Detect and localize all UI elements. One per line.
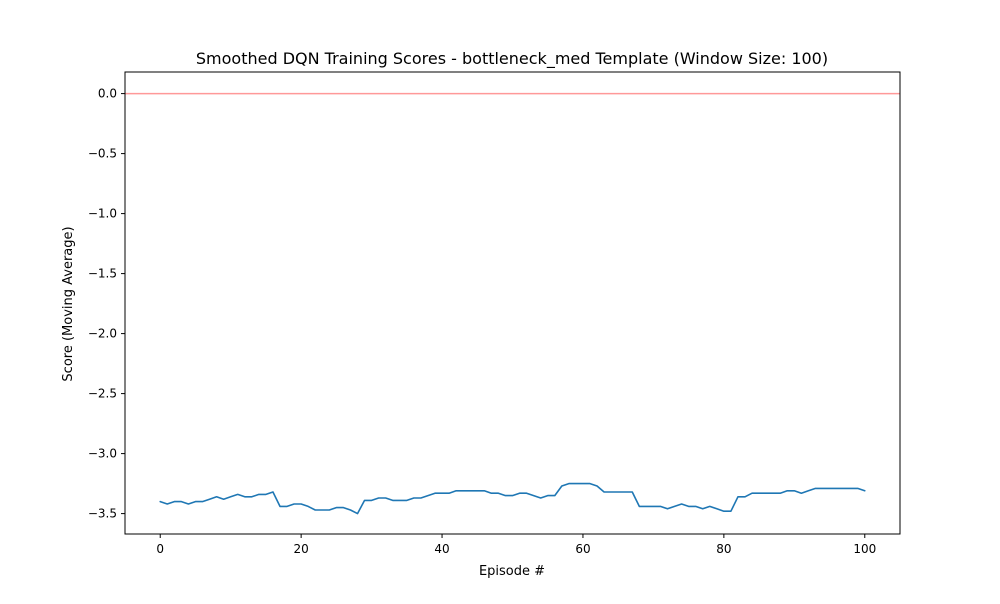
y-tick-label: −2.5 (88, 387, 117, 401)
plot-area-frame (124, 71, 901, 535)
x-axis-label: Episode # (479, 564, 545, 579)
y-tick-label: −0.5 (88, 147, 117, 161)
y-tick-label: −3.5 (88, 507, 117, 521)
y-tick-label: −1.0 (88, 207, 117, 221)
y-tick-label: 0.0 (98, 87, 117, 101)
series-line-0 (159, 482, 866, 515)
y-tick-label: −2.0 (88, 327, 117, 341)
y-tick-label: −1.5 (88, 267, 117, 281)
x-tick-label: 40 (434, 542, 449, 556)
y-axis-label: Score (Moving Average) (61, 226, 76, 381)
y-tick-label: −3.0 (88, 447, 117, 461)
x-tick-label: 0 (156, 542, 164, 556)
chart-title: Smoothed DQN Training Scores - bottlenec… (196, 49, 828, 69)
x-tick-label: 60 (575, 542, 590, 556)
x-tick-label: 20 (293, 542, 308, 556)
x-tick-label: 80 (716, 542, 731, 556)
x-tick-label: 100 (853, 542, 876, 556)
